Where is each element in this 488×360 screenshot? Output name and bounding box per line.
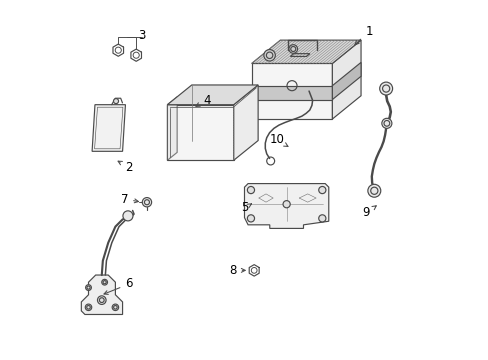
Circle shape [283, 201, 290, 208]
Circle shape [264, 50, 275, 61]
Polygon shape [251, 40, 360, 63]
Text: 3: 3 [138, 29, 146, 42]
Circle shape [122, 211, 133, 221]
Text: 10: 10 [269, 133, 287, 147]
Polygon shape [81, 275, 122, 315]
Text: 7: 7 [121, 193, 138, 206]
Circle shape [379, 82, 392, 95]
Circle shape [85, 304, 92, 311]
Circle shape [112, 304, 119, 311]
Polygon shape [251, 86, 332, 100]
Polygon shape [244, 184, 328, 228]
Circle shape [247, 215, 254, 222]
Polygon shape [92, 105, 125, 151]
Polygon shape [167, 105, 233, 160]
Polygon shape [167, 97, 177, 160]
Circle shape [318, 215, 325, 222]
Text: 9: 9 [362, 206, 375, 220]
Polygon shape [332, 40, 360, 119]
Circle shape [367, 184, 380, 197]
Text: 1: 1 [354, 25, 372, 45]
Circle shape [288, 45, 297, 53]
Text: 4: 4 [196, 94, 210, 107]
Polygon shape [251, 63, 332, 119]
Circle shape [318, 186, 325, 194]
Polygon shape [167, 85, 258, 105]
Circle shape [85, 285, 91, 291]
Circle shape [97, 296, 106, 305]
Polygon shape [233, 85, 258, 160]
Text: 2: 2 [118, 161, 133, 174]
Text: 6: 6 [104, 278, 133, 294]
Text: 8: 8 [229, 264, 244, 277]
Circle shape [142, 198, 151, 207]
Circle shape [381, 118, 391, 129]
Circle shape [113, 99, 118, 104]
Circle shape [102, 279, 107, 285]
Circle shape [247, 186, 254, 194]
Text: 5: 5 [240, 202, 251, 215]
Polygon shape [332, 62, 360, 100]
